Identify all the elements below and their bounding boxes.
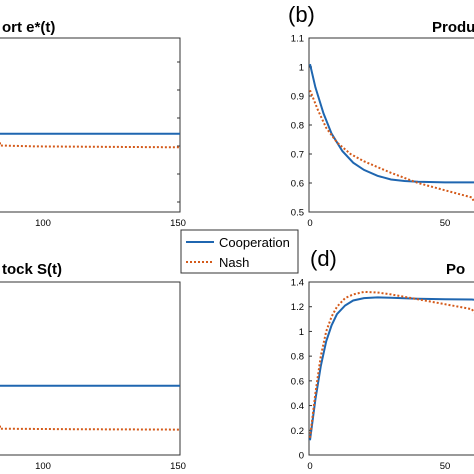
panel-d-ytick: 1.4 xyxy=(291,278,304,289)
panel-b-ytick: 0.7 xyxy=(291,150,304,161)
panel-a-xtick-150: 150 xyxy=(170,218,186,229)
panel-a-y-ticks xyxy=(177,61,180,203)
panel-d: (d) Po 0 0.2 0.4 0.6 0.8 1 1.2 1.4 0 50 xyxy=(291,246,474,472)
panel-b-ytick: 1.1 xyxy=(291,34,304,45)
panel-c-frame xyxy=(0,281,181,456)
panel-a-title: ort e*(t) xyxy=(2,19,55,36)
panel-d-ytick: 0.4 xyxy=(291,401,304,412)
panel-c-title: tock S(t) xyxy=(2,261,62,278)
panel-d-series-nash xyxy=(309,290,474,438)
legend-label-nash: Nash xyxy=(219,255,249,270)
panel-d-frame xyxy=(308,281,474,456)
panel-b-ytick: 1 xyxy=(299,63,304,74)
panel-d-ytick: 0.6 xyxy=(291,376,304,387)
panel-d-xtick-0: 0 xyxy=(307,461,312,472)
panel-d-label: (d) xyxy=(310,246,337,271)
panel-b-frame xyxy=(308,37,474,213)
panel-a: ort e*(t) 100 150 xyxy=(0,19,186,229)
panel-a-xtick-100: 100 xyxy=(35,218,51,229)
panel-b-series-nash xyxy=(309,89,474,203)
legend: Cooperation Nash xyxy=(180,229,299,274)
panel-b-xtick-50: 50 xyxy=(440,218,451,229)
panel-b-ytick: 0.5 xyxy=(291,208,304,219)
panel-c-xtick-100: 100 xyxy=(35,461,51,472)
panel-d-ytick: 1.2 xyxy=(291,302,304,313)
panel-d-series-cooperation xyxy=(309,296,474,441)
panel-c: tock S(t) 100 150 xyxy=(0,261,186,472)
panel-b-label: (b) xyxy=(288,2,315,27)
legend-label-cooperation: Cooperation xyxy=(219,235,290,250)
panel-b-title: Produ xyxy=(432,19,474,36)
panel-d-ytick: 1 xyxy=(299,327,304,338)
panel-a-frame xyxy=(0,37,181,213)
panel-d-y-ticks: 0 0.2 0.4 0.6 0.8 1 1.2 1.4 xyxy=(291,278,312,462)
panel-d-ytick: 0.2 xyxy=(291,426,304,437)
panel-d-xtick-50: 50 xyxy=(440,461,451,472)
panel-b: (b) Produ 0.5 0.6 0.7 0.8 0.9 1 1.1 0 50 xyxy=(288,2,474,229)
panel-b-ytick: 0.8 xyxy=(291,121,304,132)
panel-d-ytick: 0 xyxy=(299,451,304,462)
panel-a-series-nash xyxy=(0,142,181,149)
panel-b-ytick: 0.9 xyxy=(291,92,304,103)
panel-b-ytick: 0.6 xyxy=(291,179,304,190)
panel-b-series-cooperation xyxy=(309,63,474,184)
panel-c-xtick-150: 150 xyxy=(170,461,186,472)
panel-d-ytick: 0.8 xyxy=(291,352,304,363)
panel-c-series-nash xyxy=(0,425,181,431)
legend-box xyxy=(180,229,299,274)
panel-b-xtick-0: 0 xyxy=(307,218,312,229)
panel-d-title: Po xyxy=(446,261,465,278)
